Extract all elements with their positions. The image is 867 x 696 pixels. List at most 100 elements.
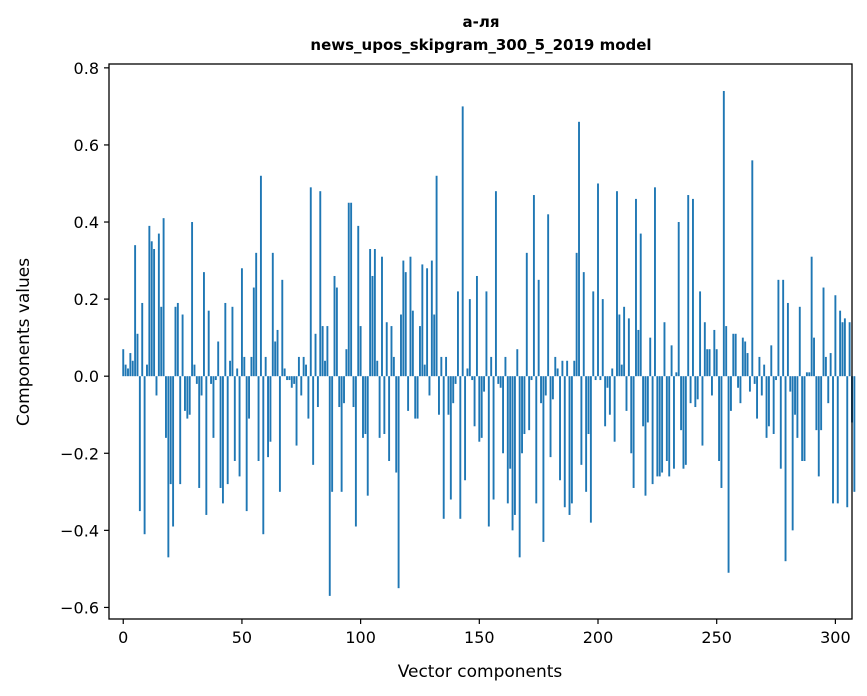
bar	[578, 121, 580, 377]
bar	[464, 376, 467, 481]
bar	[637, 329, 640, 377]
bar	[779, 376, 782, 469]
bar	[274, 341, 277, 377]
bar	[760, 376, 763, 396]
bar	[473, 376, 476, 427]
bar	[340, 376, 343, 492]
bar	[409, 256, 412, 377]
bar	[214, 376, 217, 381]
x-tick-label: 150	[464, 628, 495, 647]
bar-series	[122, 90, 856, 596]
bar	[540, 376, 542, 404]
bar	[457, 291, 459, 377]
bar	[711, 376, 713, 396]
bar	[487, 376, 490, 527]
bar	[547, 214, 550, 377]
bar	[319, 191, 322, 377]
bar	[343, 376, 345, 404]
bar	[846, 376, 849, 508]
bar	[297, 356, 300, 377]
bar	[217, 341, 220, 377]
y-tick-label: −0.4	[60, 521, 99, 540]
bar	[471, 376, 474, 381]
bar	[454, 376, 457, 384]
bar	[661, 376, 664, 473]
bar	[127, 368, 129, 377]
bar	[169, 376, 172, 485]
bar	[513, 376, 516, 515]
bar	[741, 337, 744, 377]
bar	[179, 376, 182, 485]
bar	[732, 333, 735, 377]
bar	[354, 376, 357, 527]
bar	[497, 376, 500, 384]
bar	[428, 376, 431, 396]
bar	[582, 272, 585, 377]
bar	[575, 252, 578, 377]
bar	[381, 256, 383, 377]
bar	[511, 376, 514, 531]
bar	[808, 372, 811, 377]
bar	[829, 353, 832, 377]
bar	[131, 360, 134, 377]
bar	[521, 376, 523, 454]
x-tick-label: 200	[583, 628, 614, 647]
bar	[592, 291, 595, 377]
bar	[188, 376, 191, 415]
bar	[305, 364, 307, 377]
bar	[449, 376, 452, 500]
bar	[504, 356, 507, 377]
bar	[181, 314, 184, 377]
bar	[262, 376, 265, 535]
bar	[141, 302, 144, 377]
bar	[599, 376, 602, 381]
bar	[191, 222, 194, 377]
bar	[668, 376, 671, 477]
bar	[388, 376, 391, 461]
bar	[528, 376, 531, 431]
bar	[580, 376, 583, 465]
bar	[815, 376, 818, 431]
bar	[172, 376, 175, 527]
bar	[257, 376, 260, 461]
bar	[236, 368, 239, 377]
bar	[478, 376, 481, 442]
bar	[335, 287, 338, 377]
x-tick-label: 0	[118, 628, 128, 647]
bar	[611, 368, 614, 377]
bar	[269, 376, 272, 442]
bar	[331, 376, 334, 492]
bar	[198, 376, 201, 488]
bar	[435, 175, 438, 377]
bar	[763, 364, 766, 377]
bar	[162, 218, 165, 377]
bar	[255, 252, 258, 377]
bar	[153, 249, 156, 377]
bar	[328, 376, 331, 596]
bar	[288, 376, 291, 381]
bar	[506, 376, 509, 504]
bar	[708, 349, 711, 377]
bar	[784, 376, 787, 562]
bar	[542, 376, 545, 542]
bar	[475, 275, 478, 377]
bar	[530, 376, 533, 381]
bar	[359, 326, 362, 377]
bar	[594, 376, 597, 381]
bar	[604, 376, 607, 427]
bar	[556, 368, 559, 377]
bar	[338, 376, 341, 408]
bar	[649, 337, 652, 377]
bar	[782, 279, 785, 377]
bar	[525, 252, 528, 377]
bar	[373, 249, 376, 377]
y-tick-label: 0.8	[74, 59, 99, 78]
bar	[682, 376, 685, 469]
bar	[639, 233, 642, 377]
bar	[551, 376, 554, 400]
y-tick-label: 0.6	[74, 136, 99, 155]
bar	[499, 376, 502, 388]
bar	[568, 376, 571, 515]
bar	[300, 376, 303, 396]
